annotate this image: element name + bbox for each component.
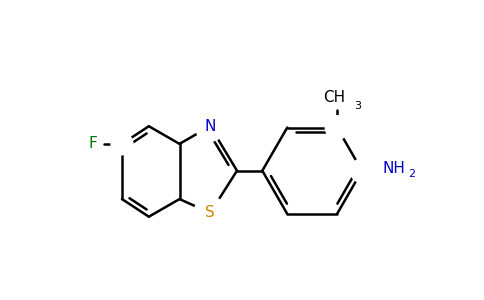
Circle shape <box>111 133 133 154</box>
Circle shape <box>111 133 133 154</box>
Circle shape <box>326 117 348 138</box>
Text: CH: CH <box>323 90 346 105</box>
Text: F: F <box>88 136 97 152</box>
Circle shape <box>325 116 349 139</box>
Circle shape <box>350 159 374 182</box>
Text: S: S <box>205 206 215 220</box>
Circle shape <box>194 197 227 229</box>
Text: NH: NH <box>382 161 405 176</box>
Text: 2: 2 <box>408 169 415 179</box>
Circle shape <box>195 111 225 141</box>
Text: 3: 3 <box>354 101 361 111</box>
Circle shape <box>351 160 373 182</box>
Text: N: N <box>205 119 216 134</box>
